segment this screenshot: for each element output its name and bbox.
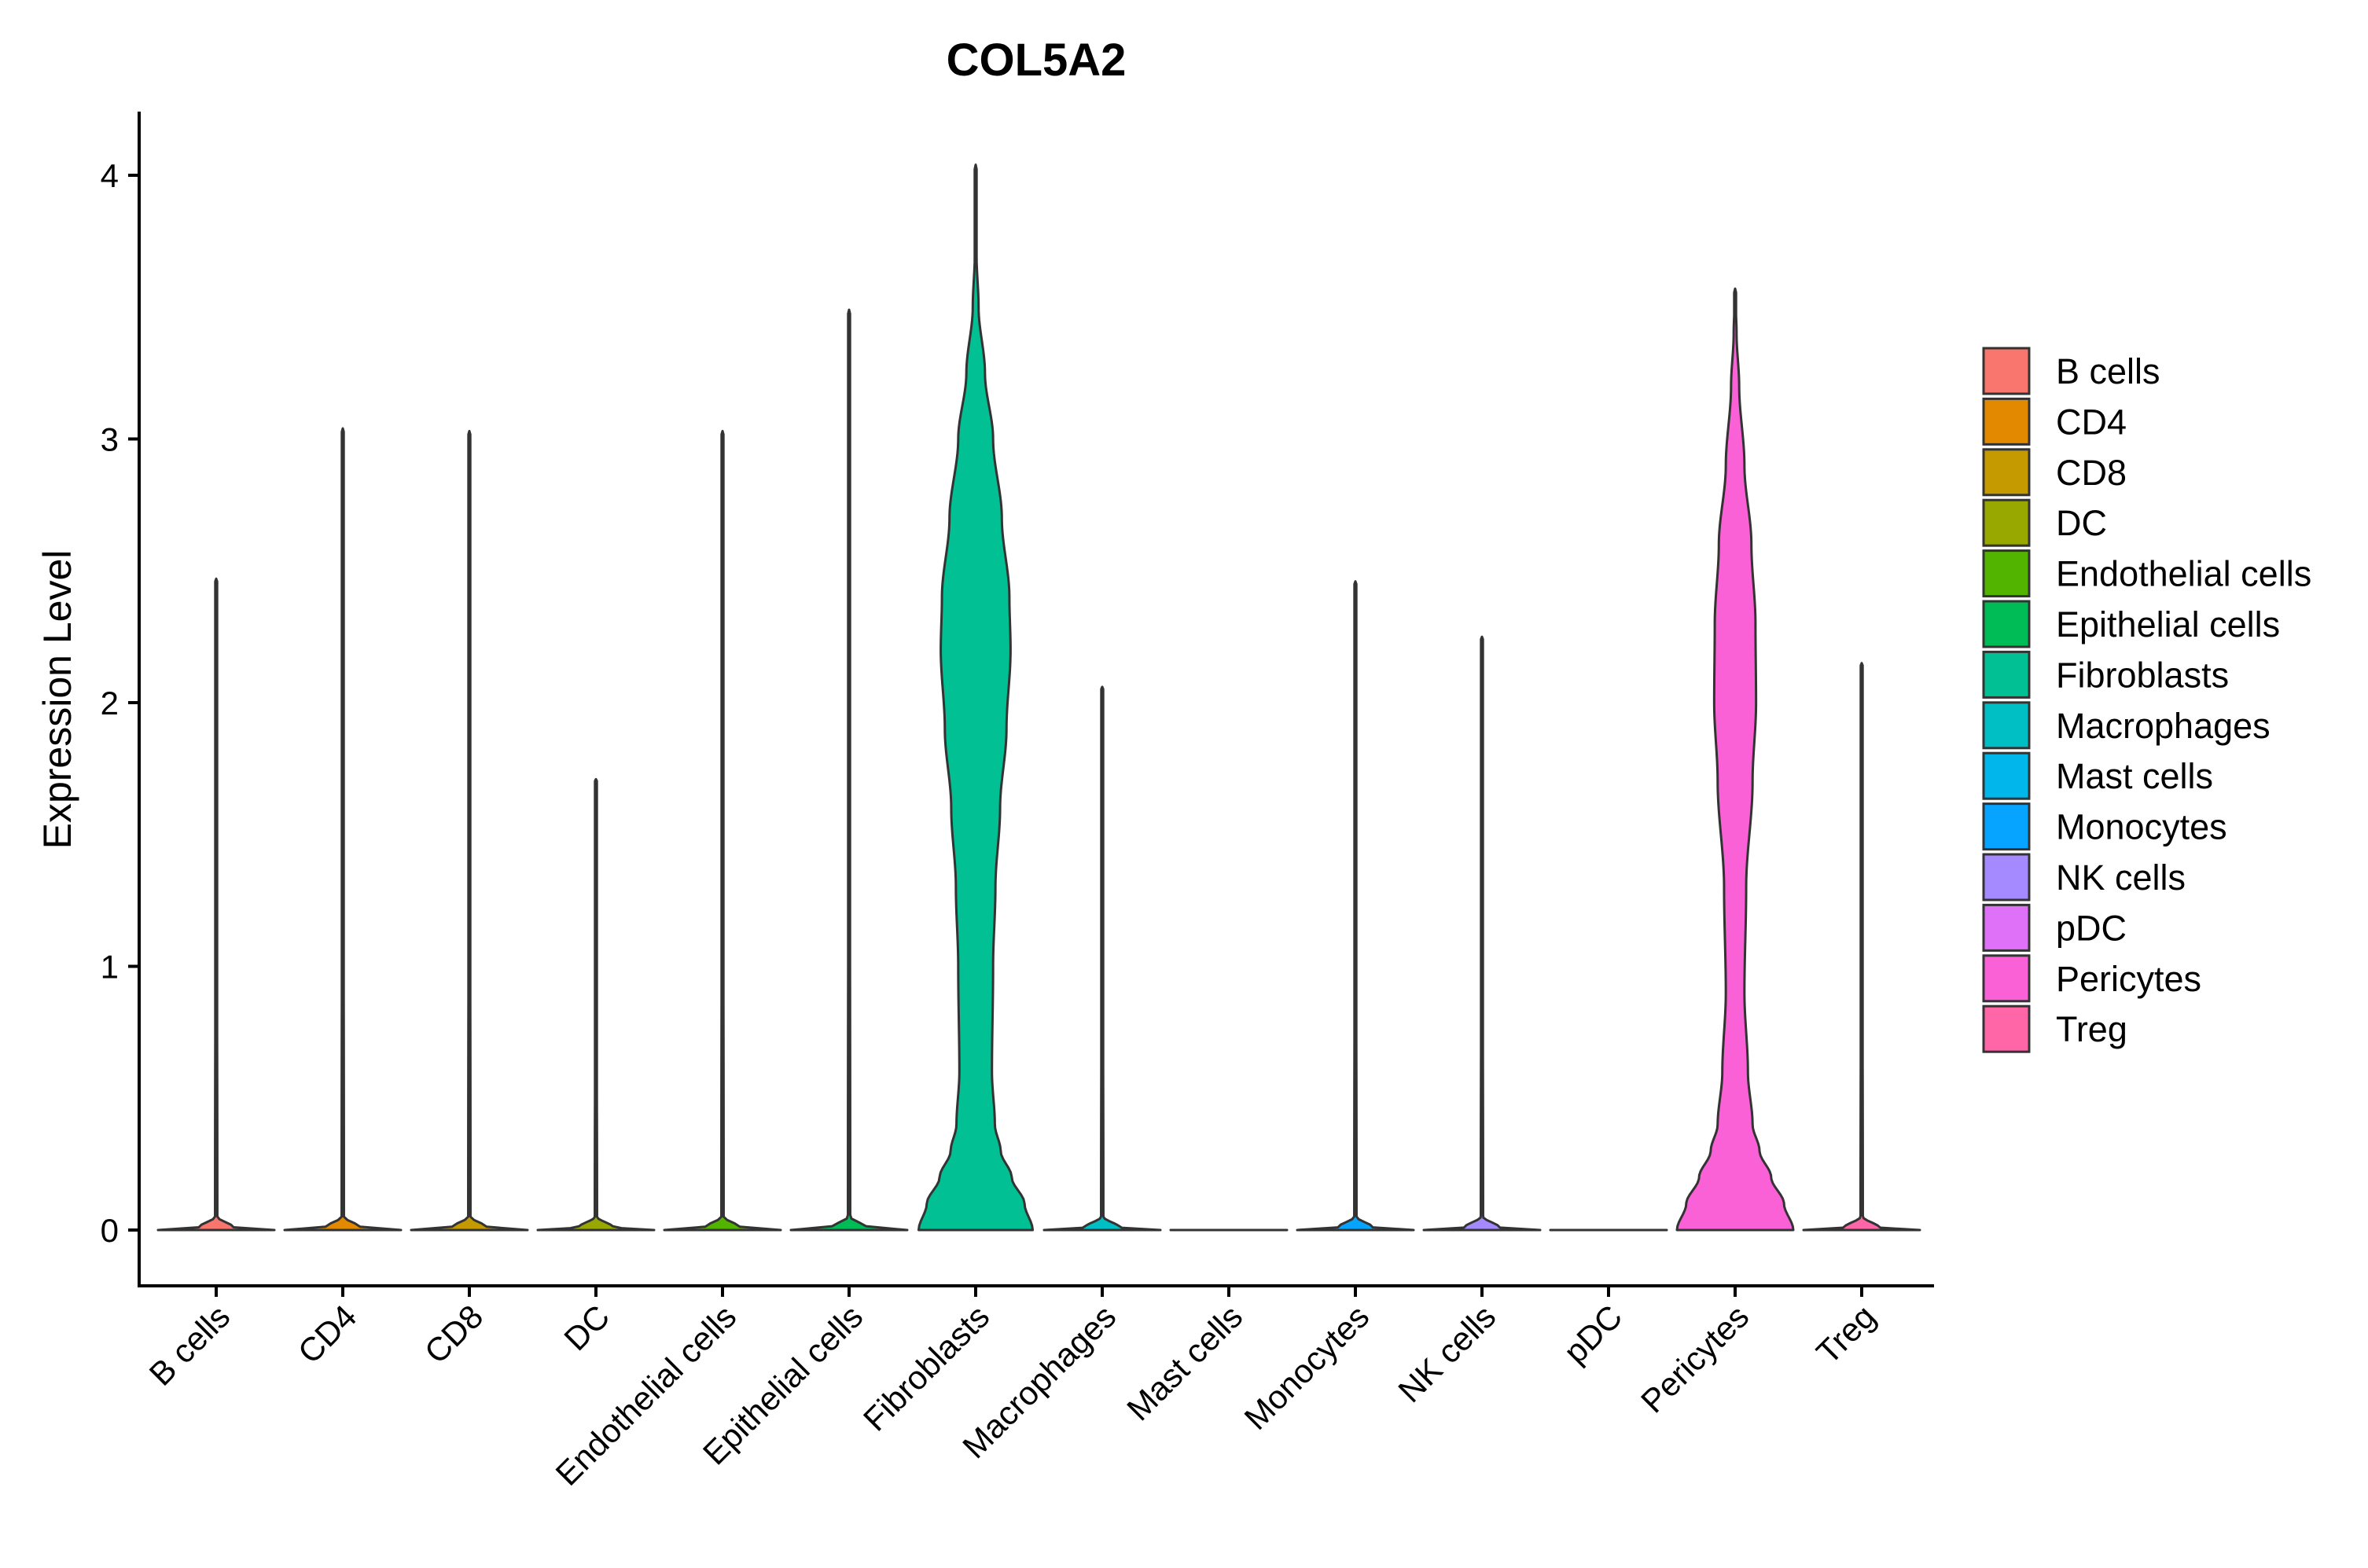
violin-pericytes bbox=[1675, 287, 1795, 1232]
legend-key-pdc bbox=[1982, 903, 2031, 952]
legend-key-macrophages bbox=[1982, 701, 2031, 750]
x-tick-label: DC bbox=[557, 1298, 616, 1357]
legend-key-mast-cells bbox=[1982, 751, 2031, 800]
legend-key-cd8 bbox=[1982, 448, 2031, 497]
y-tick-label: 4 bbox=[101, 157, 119, 194]
x-tick-label: pDC bbox=[1557, 1298, 1630, 1371]
chart-title: COL5A2 bbox=[947, 35, 1127, 86]
legend-label-treg: Treg bbox=[2056, 1009, 2127, 1049]
legend-label-monocytes: Monocytes bbox=[2056, 807, 2227, 847]
legend-label-endothelial-cells: Endothelial cells bbox=[2056, 554, 2311, 594]
legend-label-b-cells: B cells bbox=[2056, 351, 2160, 391]
legend-label-macrophages: Macrophages bbox=[2056, 706, 2271, 746]
x-tick-label: Mast cells bbox=[1120, 1298, 1249, 1427]
y-tick-label: 1 bbox=[101, 949, 119, 986]
legend: B cells CD4 CD8 DC Endothelial cells Epitheli… bbox=[1982, 347, 2311, 1053]
violin-macrophages bbox=[1042, 685, 1162, 1232]
legend-key-cd4 bbox=[1982, 397, 2031, 446]
legend-label-cd4: CD4 bbox=[2056, 402, 2127, 442]
violin-dc bbox=[536, 777, 656, 1232]
x-tick-label: Pericytes bbox=[1634, 1298, 1756, 1419]
x-tick-label: Treg bbox=[1809, 1298, 1882, 1371]
legend-label-pericytes: Pericytes bbox=[2056, 959, 2201, 999]
legend-label-pdc: pDC bbox=[2056, 908, 2127, 948]
y-tick-label: 3 bbox=[101, 421, 119, 458]
violin-b-cells bbox=[156, 577, 276, 1232]
legend-label-mast-cells: Mast cells bbox=[2056, 756, 2213, 796]
x-tick-label: Monocytes bbox=[1237, 1298, 1377, 1437]
violin-fibroblasts bbox=[917, 163, 1035, 1232]
violin-epithelial-cells bbox=[789, 308, 909, 1232]
legend-label-dc: DC bbox=[2056, 503, 2107, 543]
x-tick-label: Fibroblasts bbox=[856, 1298, 996, 1438]
violin-nk-cells bbox=[1422, 635, 1542, 1232]
x-tick-label: CD8 bbox=[417, 1298, 491, 1371]
y-tick-label: 0 bbox=[101, 1212, 119, 1249]
legend-label-epithelial-cells: Epithelial cells bbox=[2056, 604, 2280, 644]
x-tick-label: CD4 bbox=[291, 1298, 364, 1371]
legend-label-cd8: CD8 bbox=[2056, 453, 2127, 493]
legend-key-b-cells bbox=[1982, 347, 2031, 395]
violin-monocytes bbox=[1296, 580, 1415, 1232]
y-axis-ticks: 0 1 2 3 4 bbox=[101, 157, 139, 1249]
violin-cd8 bbox=[410, 429, 529, 1232]
legend-key-pericytes bbox=[1982, 954, 2031, 1003]
legend-key-monocytes bbox=[1982, 802, 2031, 851]
legend-key-fibroblasts bbox=[1982, 650, 2031, 699]
legend-label-nk-cells: NK cells bbox=[2056, 857, 2186, 898]
legend-key-epithelial-cells bbox=[1982, 600, 2031, 648]
legend-key-nk-cells bbox=[1982, 853, 2031, 902]
y-axis-label: Expression Level bbox=[35, 550, 79, 850]
legend-key-endothelial-cells bbox=[1982, 549, 2031, 598]
x-tick-label: B cells bbox=[142, 1298, 237, 1393]
violin-treg bbox=[1802, 662, 1921, 1232]
x-tick-label: NK cells bbox=[1391, 1298, 1502, 1409]
violin-endothelial-cells bbox=[663, 429, 782, 1232]
y-tick-label: 2 bbox=[101, 685, 119, 722]
legend-label-fibroblasts: Fibroblasts bbox=[2056, 655, 2229, 695]
legend-key-dc bbox=[1982, 498, 2031, 547]
violin-cd4 bbox=[283, 427, 403, 1232]
legend-key-treg bbox=[1982, 1004, 2031, 1053]
violin-group bbox=[156, 163, 1921, 1232]
